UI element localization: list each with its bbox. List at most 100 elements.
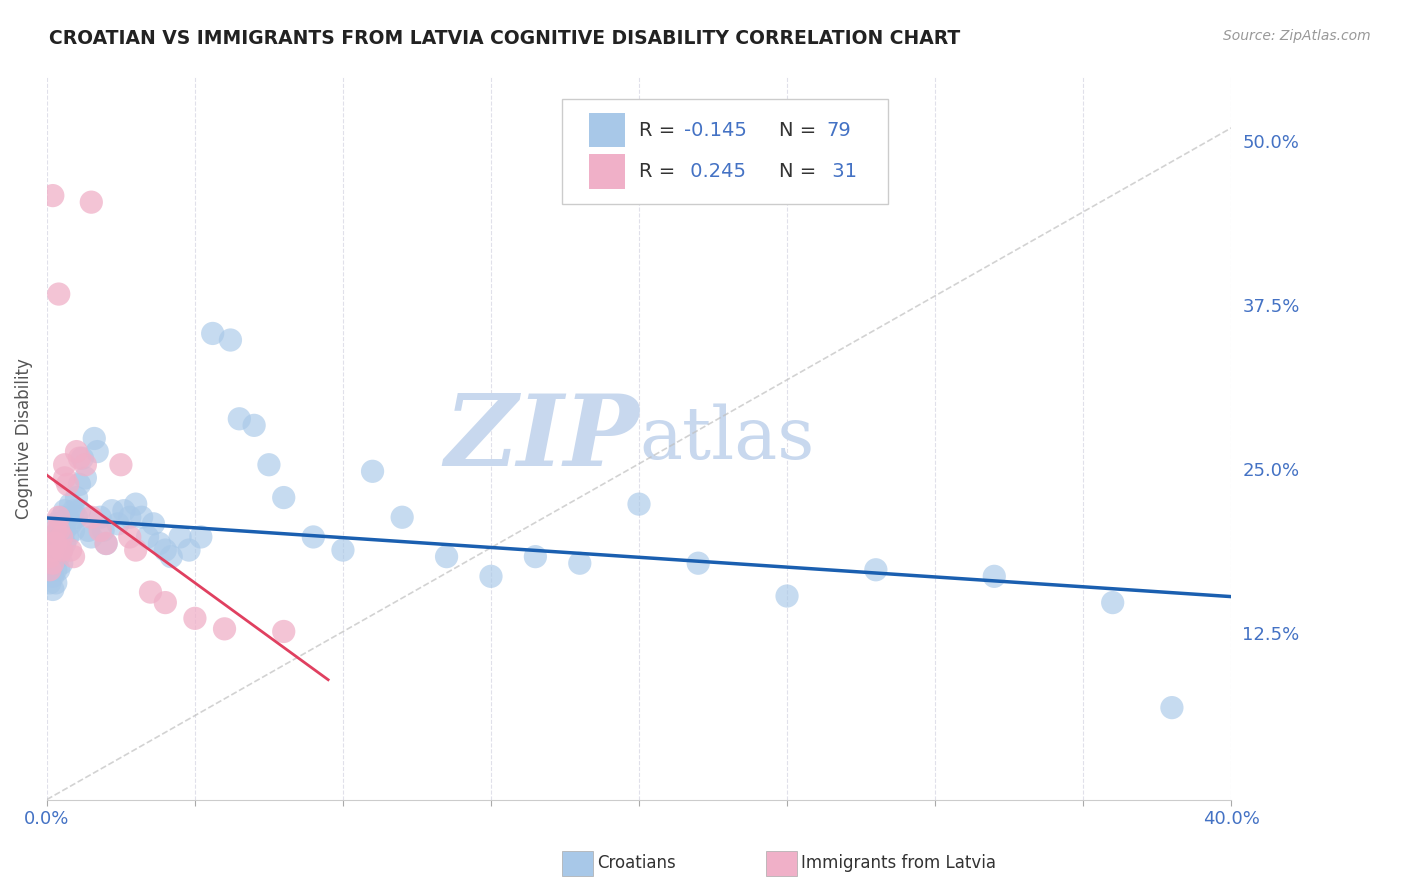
Point <box>51 543 73 558</box>
Point <box>42 569 65 583</box>
Text: Immigrants from Latvia: Immigrants from Latvia <box>801 855 997 872</box>
Point <box>983 569 1005 583</box>
Point <box>69 451 91 466</box>
Point <box>45 549 67 564</box>
Point <box>45 536 67 550</box>
Point <box>1161 700 1184 714</box>
Point <box>177 543 200 558</box>
Point <box>59 497 82 511</box>
Text: 12.5%: 12.5% <box>1243 626 1299 644</box>
Point <box>56 510 79 524</box>
Point <box>155 596 177 610</box>
Point <box>38 575 60 590</box>
Point <box>107 516 129 531</box>
Point <box>38 563 60 577</box>
Point <box>51 530 73 544</box>
Point <box>38 536 60 550</box>
Point <box>56 477 79 491</box>
Point <box>190 530 212 544</box>
Point <box>273 624 295 639</box>
Point <box>479 569 502 583</box>
Point <box>65 491 87 505</box>
Point <box>243 418 266 433</box>
Point <box>45 516 67 531</box>
Point <box>94 536 117 550</box>
Text: ZIP: ZIP <box>444 390 638 487</box>
Point <box>42 543 65 558</box>
Point <box>688 556 710 570</box>
Point <box>86 444 108 458</box>
Point <box>38 536 60 550</box>
Point <box>89 524 111 538</box>
Point <box>48 536 70 550</box>
Point <box>524 549 547 564</box>
Point <box>48 563 70 577</box>
Point <box>101 504 124 518</box>
Text: Source: ZipAtlas.com: Source: ZipAtlas.com <box>1223 29 1371 43</box>
Point <box>56 530 79 544</box>
Point <box>568 556 591 570</box>
Point <box>155 543 177 558</box>
Point <box>627 497 650 511</box>
Point <box>42 556 65 570</box>
Point <box>75 471 97 485</box>
Point <box>51 543 73 558</box>
FancyBboxPatch shape <box>589 112 624 147</box>
Point <box>257 458 280 472</box>
Point <box>48 524 70 538</box>
Point <box>42 530 65 544</box>
Point <box>273 491 295 505</box>
Text: -0.145: -0.145 <box>683 120 747 140</box>
Point <box>51 510 73 524</box>
Text: 79: 79 <box>827 120 851 140</box>
Point <box>219 333 242 347</box>
Point <box>118 510 141 524</box>
Point <box>45 524 67 538</box>
Point <box>361 464 384 478</box>
Point <box>80 530 103 544</box>
Y-axis label: Cognitive Disability: Cognitive Disability <box>15 358 32 519</box>
Point <box>42 582 65 597</box>
Point <box>62 504 84 518</box>
Point <box>38 549 60 564</box>
Point <box>51 530 73 544</box>
Point <box>80 195 103 210</box>
Point <box>184 611 207 625</box>
Point <box>865 563 887 577</box>
Point <box>42 556 65 570</box>
FancyBboxPatch shape <box>589 154 624 188</box>
Point <box>776 589 799 603</box>
Point <box>53 504 76 518</box>
Point <box>142 516 165 531</box>
Text: 25.0%: 25.0% <box>1243 462 1299 480</box>
Point <box>148 536 170 550</box>
Point <box>169 530 191 544</box>
Point <box>42 188 65 202</box>
Point <box>59 543 82 558</box>
Point <box>69 504 91 518</box>
Point <box>110 458 132 472</box>
Point <box>80 510 103 524</box>
Point <box>42 543 65 558</box>
Point <box>77 524 100 538</box>
Point <box>53 471 76 485</box>
Point <box>48 287 70 301</box>
Point <box>136 530 159 544</box>
Point <box>62 524 84 538</box>
Point <box>48 549 70 564</box>
Text: N =: N = <box>779 120 823 140</box>
Point <box>125 543 148 558</box>
Point <box>83 432 105 446</box>
Point <box>72 451 94 466</box>
Point <box>75 458 97 472</box>
Text: N =: N = <box>779 161 823 181</box>
Point <box>94 536 117 550</box>
Point <box>391 510 413 524</box>
Point <box>69 477 91 491</box>
Point <box>118 530 141 544</box>
Point <box>228 411 250 425</box>
Point <box>131 510 153 524</box>
Text: 50.0%: 50.0% <box>1243 134 1299 152</box>
Point <box>53 524 76 538</box>
Text: CROATIAN VS IMMIGRANTS FROM LATVIA COGNITIVE DISABILITY CORRELATION CHART: CROATIAN VS IMMIGRANTS FROM LATVIA COGNI… <box>49 29 960 47</box>
